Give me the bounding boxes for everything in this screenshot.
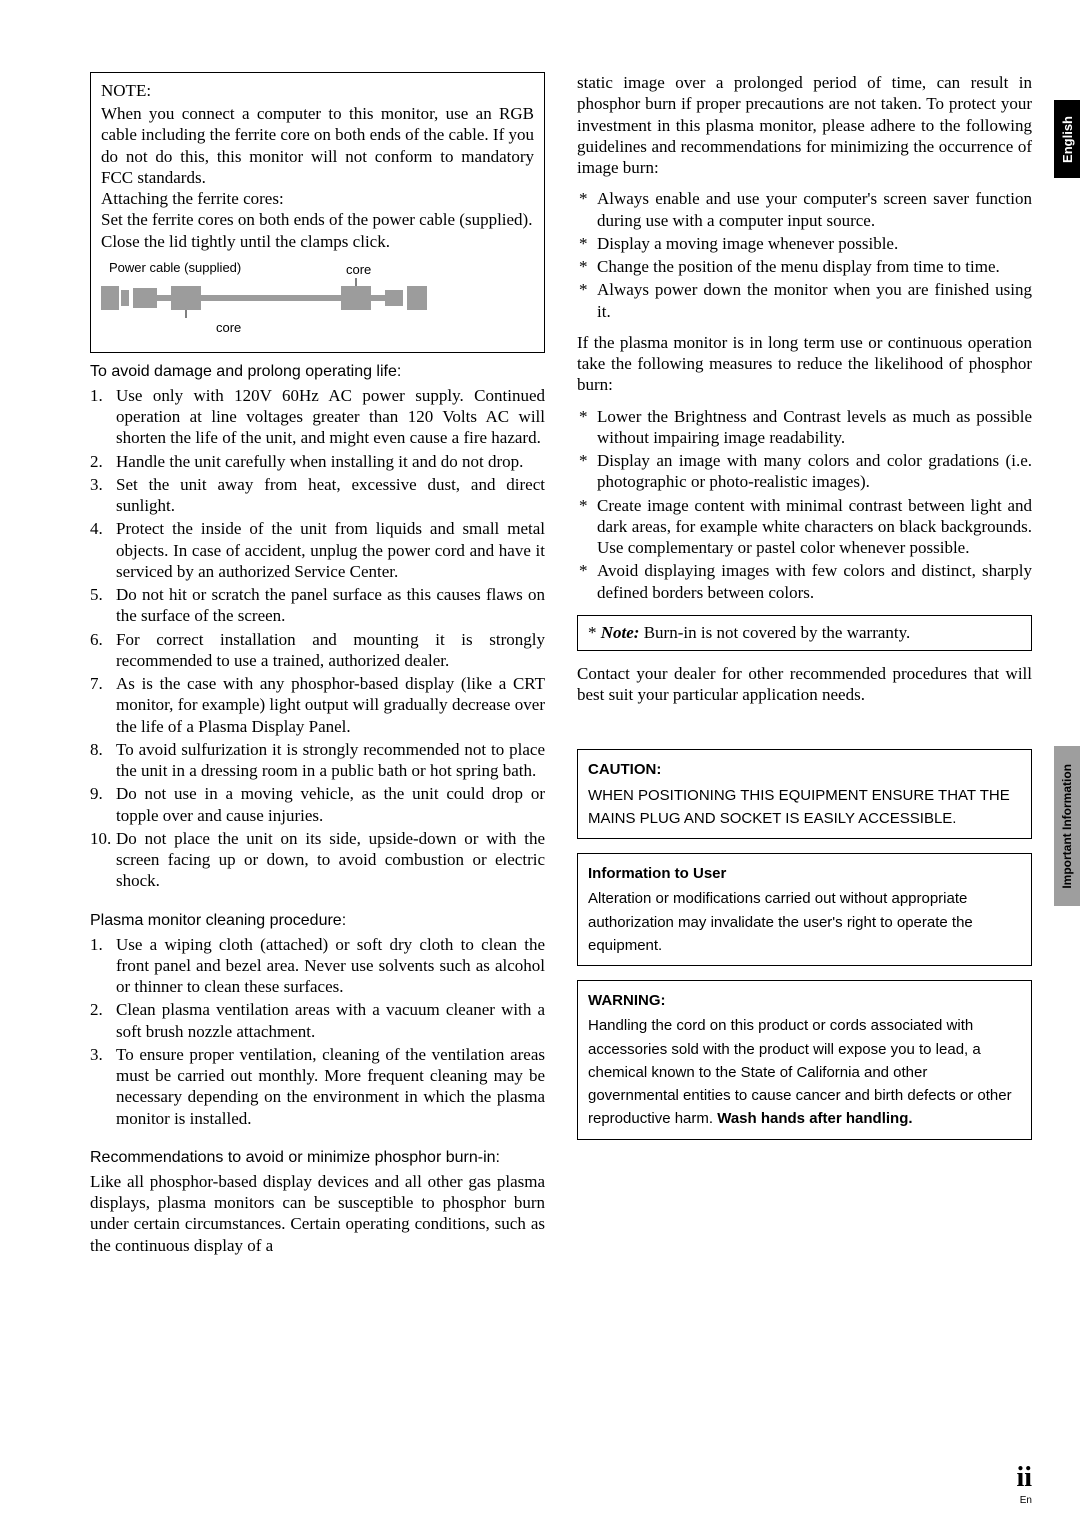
tab-english-label: English	[1060, 116, 1075, 163]
list-item: 4.Protect the inside of the unit from li…	[90, 518, 545, 582]
list-item: 8.To avoid sulfurization it is strongly …	[90, 739, 545, 782]
diagram-label-core-bottom: core	[216, 320, 241, 335]
list-item: 6.For correct installation and mounting …	[90, 629, 545, 672]
list-item: 9.Do not use in a moving vehicle, as the…	[90, 783, 545, 826]
tab-important-info: Important Information	[1054, 746, 1080, 906]
list-item: Display an image with many colors and co…	[577, 450, 1032, 493]
contact-paragraph: Contact your dealer for other recommende…	[577, 663, 1032, 706]
list-number: 5.	[90, 584, 103, 605]
info-user-body: Alteration or modifications carried out …	[588, 887, 1021, 957]
page-number: ii	[1016, 1462, 1032, 1494]
burnin-note-box: * Note: Burn-in is not covered by the wa…	[577, 615, 1032, 651]
list-number: 2.	[90, 999, 103, 1020]
note-body-4: Close the lid tightly until the clamps c…	[101, 231, 534, 252]
list-number: 3.	[90, 1044, 103, 1065]
note-body-1: When you connect a computer to this moni…	[101, 103, 534, 188]
list-number: 6.	[90, 629, 103, 650]
info-user-box: Information to User Alteration or modifi…	[577, 853, 1032, 966]
left-column: NOTE: When you connect a computer to thi…	[90, 72, 545, 1258]
list-item: 3.Set the unit away from heat, excessive…	[90, 474, 545, 517]
note-bold: Note:	[601, 623, 640, 642]
list-number: 7.	[90, 673, 103, 694]
list-number: 1.	[90, 385, 103, 406]
guidelines-list-1: Always enable and use your computer's sc…	[577, 188, 1032, 322]
cable-diagram: Power cable (supplied) core core	[101, 260, 534, 340]
list-number: 9.	[90, 783, 103, 804]
list-number: 2.	[90, 451, 103, 472]
damage-heading: To avoid damage and prolong operating li…	[90, 363, 545, 381]
page-content: NOTE: When you connect a computer to thi…	[0, 0, 1080, 1306]
list-number: 3.	[90, 474, 103, 495]
burnin-heading: Recommendations to avoid or minimize pho…	[90, 1149, 545, 1167]
list-number: 10.	[90, 828, 111, 849]
diagram-label-core-top: core	[346, 262, 371, 277]
info-user-title: Information to User	[588, 862, 1021, 885]
list-number: 8.	[90, 739, 103, 760]
list-number: 4.	[90, 518, 103, 539]
warning-title: WARNING:	[588, 989, 1021, 1012]
list-item: Always enable and use your computer's sc…	[577, 188, 1032, 231]
warning-box: WARNING: Handling the cord on this produ…	[577, 980, 1032, 1140]
cleaning-heading: Plasma monitor cleaning procedure:	[90, 912, 545, 930]
caution-box: CAUTION: WHEN POSITIONING THIS EQUIPMENT…	[577, 749, 1032, 839]
top-paragraph: static image over a prolonged period of …	[577, 72, 1032, 178]
diagram-label-power-cable: Power cable (supplied)	[109, 260, 241, 275]
burnin-paragraph: Like all phosphor-based display devices …	[90, 1171, 545, 1256]
list-item: 2.Clean plasma ventilation areas with a …	[90, 999, 545, 1042]
note-title: NOTE:	[101, 81, 534, 101]
list-item: Change the position of the menu display …	[577, 256, 1032, 277]
list-item: Lower the Brightness and Contrast levels…	[577, 406, 1032, 449]
list-item: Create image content with minimal contra…	[577, 495, 1032, 559]
caution-title: CAUTION:	[588, 758, 1021, 781]
damage-list: 1.Use only with 120V 60Hz AC power suppl…	[90, 385, 545, 892]
note-prefix: *	[588, 623, 601, 642]
list-item: 2.Handle the unit carefully when install…	[90, 451, 545, 472]
note-body-2: Attaching the ferrite cores:	[101, 188, 534, 209]
warning-bold-tail: Wash hands after handling.	[717, 1110, 912, 1127]
cable-diagram-svg	[101, 278, 441, 318]
list-item: Display a moving image whenever possible…	[577, 233, 1032, 254]
caution-body: WHEN POSITIONING THIS EQUIPMENT ENSURE T…	[588, 784, 1021, 831]
note-body-3: Set the ferrite cores on both ends of th…	[101, 209, 534, 230]
list-item: 7.As is the case with any phosphor-based…	[90, 673, 545, 737]
mid-paragraph: If the plasma monitor is in long term us…	[577, 332, 1032, 396]
list-item: 1.Use only with 120V 60Hz AC power suppl…	[90, 385, 545, 449]
list-item: 3.To ensure proper ventilation, cleaning…	[90, 1044, 545, 1129]
list-item: 10.Do not place the unit on its side, up…	[90, 828, 545, 892]
note-box: NOTE: When you connect a computer to thi…	[90, 72, 545, 353]
page-lang: En	[1020, 1495, 1032, 1506]
tab-english: English	[1054, 100, 1080, 178]
tab-important-info-label: Important Information	[1060, 764, 1074, 889]
warning-body: Handling the cord on this product or cor…	[588, 1014, 1021, 1130]
cleaning-list: 1.Use a wiping cloth (attached) or soft …	[90, 934, 545, 1129]
list-item: Always power down the monitor when you a…	[577, 279, 1032, 322]
note-rest: Burn-in is not covered by the warranty.	[639, 623, 910, 642]
list-item: Avoid displaying images with few colors …	[577, 560, 1032, 603]
list-item: 5.Do not hit or scratch the panel surfac…	[90, 584, 545, 627]
right-column: static image over a prolonged period of …	[577, 72, 1032, 1258]
guidelines-list-2: Lower the Brightness and Contrast levels…	[577, 406, 1032, 603]
list-number: 1.	[90, 934, 103, 955]
list-item: 1.Use a wiping cloth (attached) or soft …	[90, 934, 545, 998]
